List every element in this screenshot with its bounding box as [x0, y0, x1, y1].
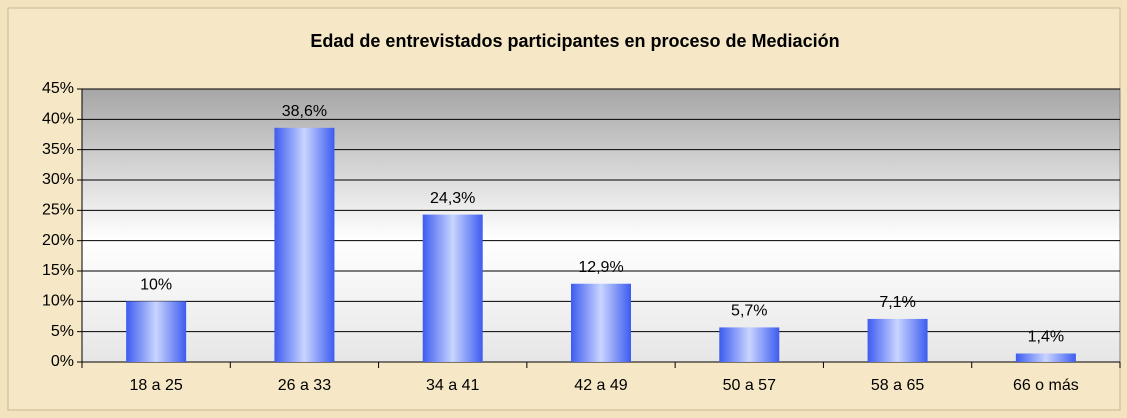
- y-tick-label: 0%: [51, 353, 74, 370]
- data-label: 10%: [140, 277, 172, 294]
- data-label: 1,4%: [1028, 329, 1064, 346]
- bar: [867, 318, 928, 362]
- data-label: 5,7%: [731, 303, 767, 320]
- y-tick-label: 35%: [42, 141, 74, 158]
- x-tick-label: 58 a 65: [871, 377, 924, 394]
- data-label: 24,3%: [430, 190, 475, 207]
- y-tick-label: 40%: [42, 111, 74, 128]
- bar: [1015, 353, 1076, 362]
- data-label: 7,1%: [879, 294, 915, 311]
- x-tick-label: 42 a 49: [574, 377, 627, 394]
- bar: [422, 214, 483, 362]
- y-tick-label: 20%: [42, 232, 74, 249]
- x-tick-label: 18 a 25: [129, 377, 182, 394]
- chart-title: Edad de entrevistados participantes en p…: [310, 31, 839, 51]
- x-tick-label: 26 a 33: [278, 377, 331, 394]
- bar: [126, 301, 187, 362]
- x-tick-label: 50 a 57: [723, 377, 776, 394]
- y-tick-label: 30%: [42, 171, 74, 188]
- y-tick-label: 5%: [51, 323, 74, 340]
- data-label: 12,9%: [578, 259, 623, 276]
- data-label: 38,6%: [282, 103, 327, 120]
- y-tick-label: 45%: [42, 80, 74, 97]
- x-tick-label: 66 o más: [1013, 377, 1079, 394]
- bar: [719, 327, 780, 362]
- x-tick-label: 34 a 41: [426, 377, 479, 394]
- bar: [571, 283, 631, 362]
- y-tick-label: 10%: [42, 293, 74, 310]
- y-tick-label: 15%: [42, 262, 74, 279]
- bar: [274, 127, 335, 363]
- y-tick-label: 25%: [42, 202, 74, 219]
